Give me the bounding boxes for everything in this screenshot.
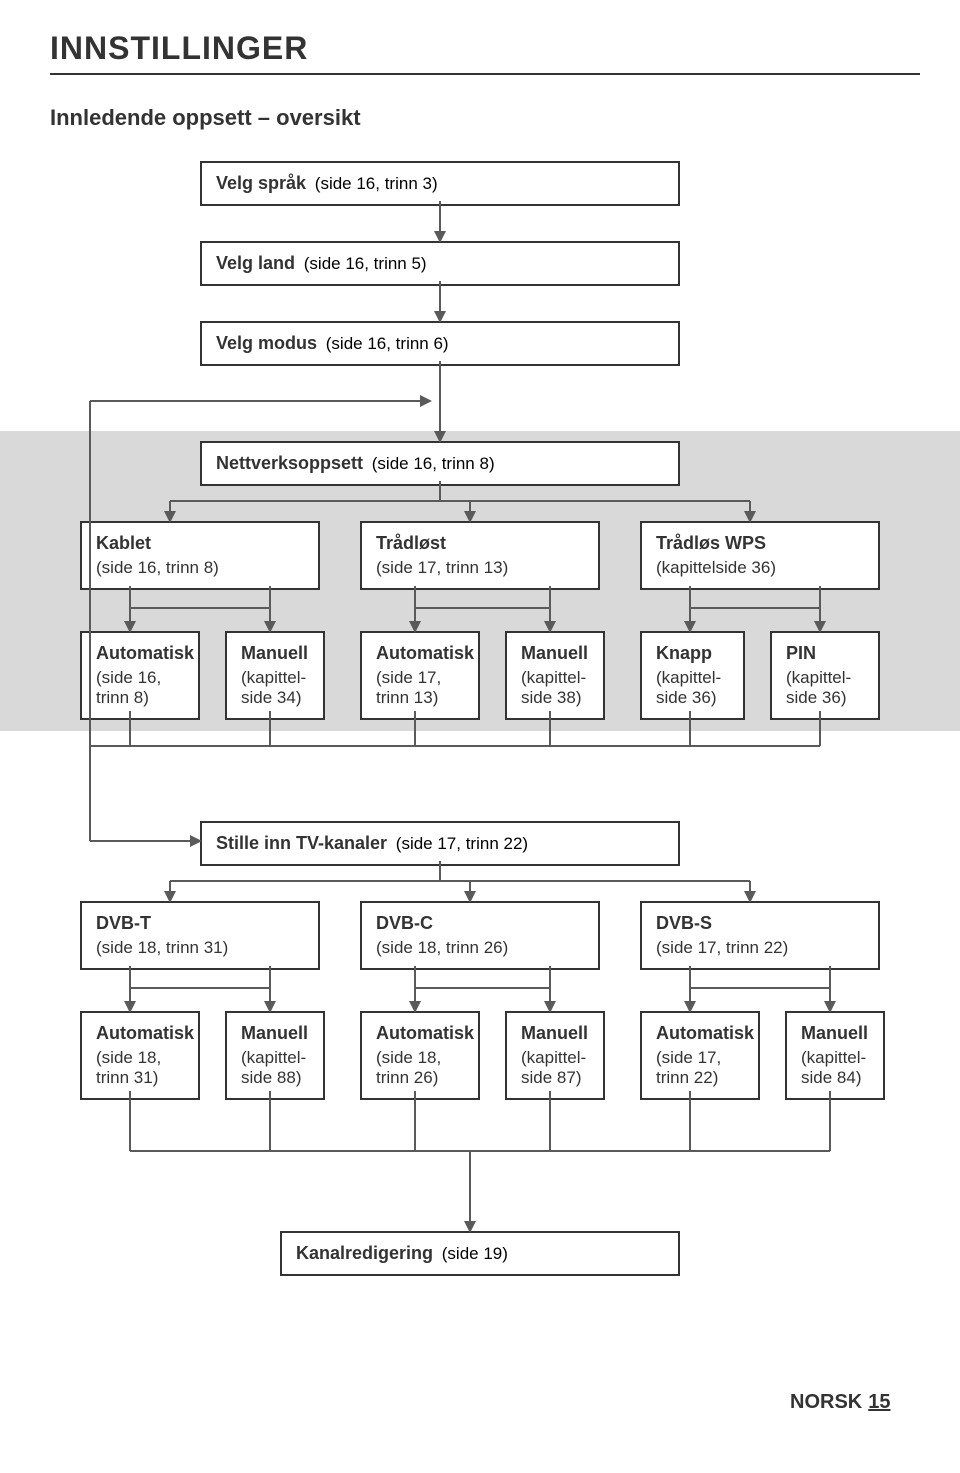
box-title: Automatisk: [656, 1023, 744, 1044]
box-title: Stille inn TV-kanaler: [216, 833, 387, 853]
box-sub: (side 16, trinn 8): [367, 454, 495, 473]
box-title: Nettverksoppsett: [216, 453, 363, 473]
box-sub: (side 16, trinn 8): [96, 668, 184, 708]
box-title: Automatisk: [376, 643, 464, 664]
box-sub: (kapittel­side 88): [241, 1048, 309, 1088]
box-title: Manuell: [241, 643, 309, 664]
box-sub: (kapittel­side 84): [801, 1048, 869, 1088]
box-sub: (kapittelside 36): [656, 558, 864, 578]
flowchart-box-tradlost: Trådløst (side 17, trinn 13): [360, 521, 600, 590]
box-sub: (side 19): [437, 1244, 508, 1263]
box-title: Automatisk: [376, 1023, 464, 1044]
flowchart-box-auto1: Automatisk (side 16, trinn 8): [80, 631, 200, 720]
flowchart-box-dvbs: DVB-S (side 17, trinn 22): [640, 901, 880, 970]
box-title: DVB-S: [656, 913, 864, 934]
footer-page: 15: [868, 1391, 890, 1413]
box-sub: (side 18, trinn 26): [376, 1048, 464, 1088]
box-sub: (side 18, trinn 31): [96, 938, 304, 958]
box-sub: (kapittel­side 38): [521, 668, 589, 708]
box-title: Velg språk: [216, 173, 306, 193]
flowchart-box-velg_modus: Velg modus (side 16, trinn 6): [200, 321, 680, 366]
box-title: Trådløs WPS: [656, 533, 864, 554]
flowchart-box-pin: PIN (kapittel­side 36): [770, 631, 880, 720]
box-title: Manuell: [801, 1023, 869, 1044]
box-sub: (side 18, trinn 31): [96, 1048, 184, 1088]
flowchart-box-man1: Manuell (kapittel­side 34): [225, 631, 325, 720]
box-sub: (side 17, trinn 13): [376, 558, 584, 578]
box-title: DVB-T: [96, 913, 304, 934]
box-title: Manuell: [521, 643, 589, 664]
box-title: Velg land: [216, 253, 295, 273]
flowchart-box-velg_land: Velg land (side 16, trinn 5): [200, 241, 680, 286]
box-sub: (side 18, trinn 26): [376, 938, 584, 958]
box-title: Knapp: [656, 643, 729, 664]
box-title: Kablet: [96, 533, 304, 554]
box-sub: (side 16, trinn 6): [321, 334, 449, 353]
box-sub: (side 16, trinn 3): [310, 174, 438, 193]
box-sub: (kapittel­side 87): [521, 1048, 589, 1088]
box-title: DVB-C: [376, 913, 584, 934]
box-sub: (side 16, trinn 5): [299, 254, 427, 273]
box-sub: (side 16, trinn 8): [96, 558, 304, 578]
flowchart-box-man_t: Manuell (kapittel­side 88): [225, 1011, 325, 1100]
flowchart-box-knapp: Knapp (kapittel­side 36): [640, 631, 745, 720]
page-subtitle: Innledende oppsett – oversikt: [50, 105, 920, 131]
footer-label: NORSK: [790, 1391, 862, 1413]
box-title: Automatisk: [96, 643, 184, 664]
box-title: Velg modus: [216, 333, 317, 353]
flowchart-container: Velg språk (side 16, trinn 3) Velg land (…: [50, 161, 920, 1441]
box-title: PIN: [786, 643, 864, 664]
flowchart-box-kanal: Kanalredigering (side 19): [280, 1231, 680, 1276]
box-sub: (side 17, trinn 22): [391, 834, 528, 853]
box-sub: (side 17, trinn 22): [656, 1048, 744, 1088]
flowchart-box-dvbt: DVB-T (side 18, trinn 31): [80, 901, 320, 970]
box-sub: (side 17, trinn 13): [376, 668, 464, 708]
footer: NORSK 15: [790, 1391, 890, 1414]
box-sub: (kapittel­side 36): [786, 668, 864, 708]
box-title: Kanalredigering: [296, 1243, 433, 1263]
box-title: Trådløst: [376, 533, 584, 554]
flowchart-box-auto_s: Automatisk (side 17, trinn 22): [640, 1011, 760, 1100]
flowchart-box-tradlos_wps: Trådløs WPS (kapittelside 36): [640, 521, 880, 590]
flowchart-box-auto2: Automatisk (side 17, trinn 13): [360, 631, 480, 720]
flowchart-box-stille: Stille inn TV-kanaler (side 17, trinn 22…: [200, 821, 680, 866]
flowchart-box-man_c: Manuell (kapittel­side 87): [505, 1011, 605, 1100]
box-sub: (kapittel­side 36): [656, 668, 729, 708]
page-title: INNSTILLINGER: [50, 30, 920, 75]
flowchart-box-auto_c: Automatisk (side 18, trinn 26): [360, 1011, 480, 1100]
flowchart-box-nettverk: Nettverksoppsett (side 16, trinn 8): [200, 441, 680, 486]
box-sub: (side 17, trinn 22): [656, 938, 864, 958]
flowchart-box-man_s: Manuell (kapittel­side 84): [785, 1011, 885, 1100]
box-title: Automatisk: [96, 1023, 184, 1044]
flowchart-box-auto_t: Automatisk (side 18, trinn 31): [80, 1011, 200, 1100]
flowchart-box-velg_sprak: Velg språk (side 16, trinn 3): [200, 161, 680, 206]
box-title: Manuell: [521, 1023, 589, 1044]
box-title: Manuell: [241, 1023, 309, 1044]
flowchart-box-kablet: Kablet (side 16, trinn 8): [80, 521, 320, 590]
flowchart-box-dvbc: DVB-C (side 18, trinn 26): [360, 901, 600, 970]
box-sub: (kapittel­side 34): [241, 668, 309, 708]
flowchart-box-man2: Manuell (kapittel­side 38): [505, 631, 605, 720]
